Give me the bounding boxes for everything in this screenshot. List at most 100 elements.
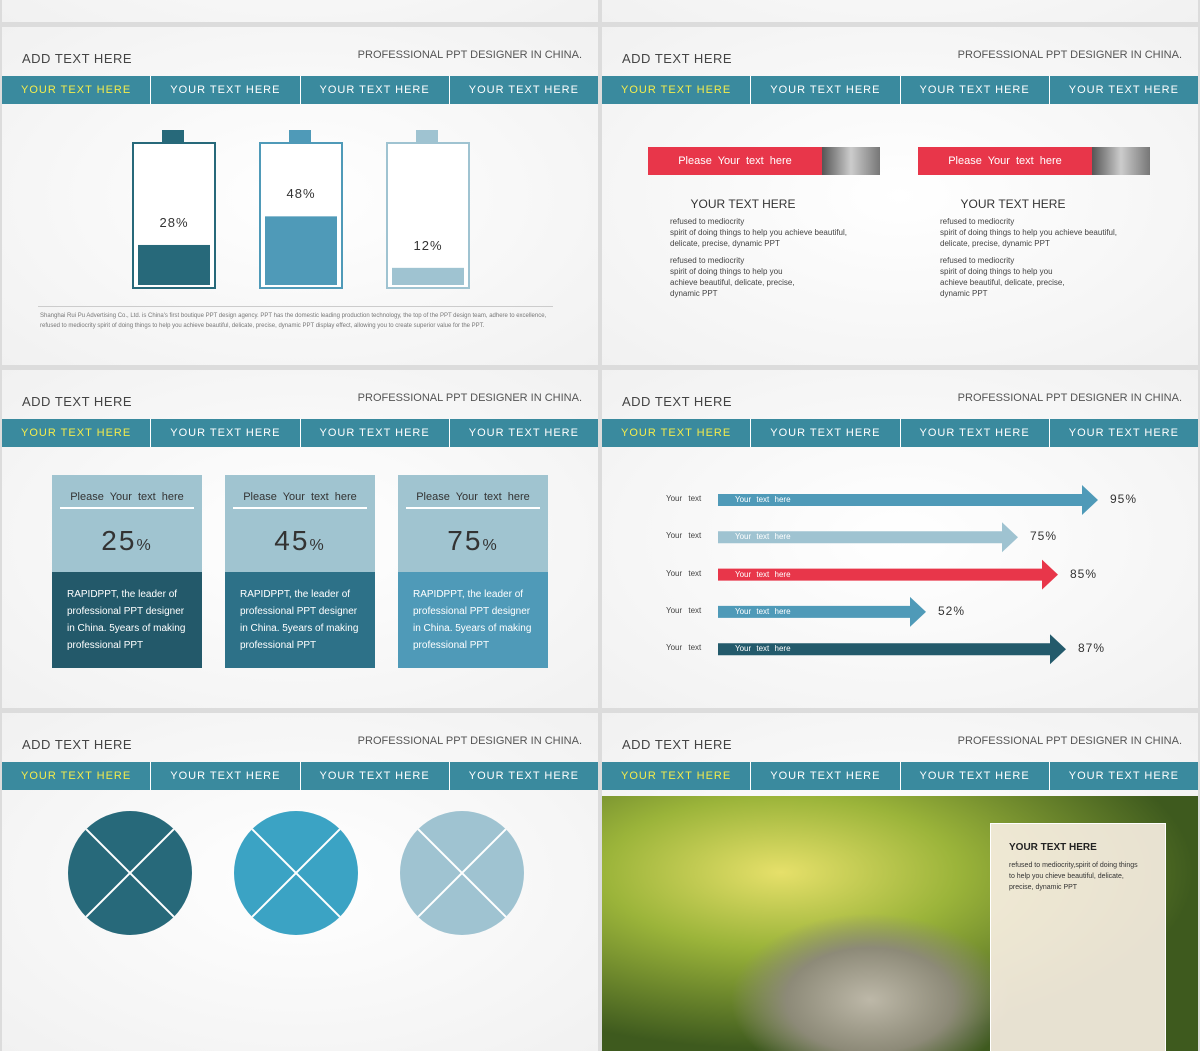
slide-heading: ADD TEXT HERE: [22, 737, 133, 752]
battery-label: 48%: [286, 186, 316, 202]
nav-tab: YOUR TEXT HERE: [1048, 762, 1198, 790]
card-rule: [233, 507, 367, 509]
battery-fill: [138, 244, 210, 285]
slide-partial: [2, 0, 598, 22]
card-rule: [60, 507, 194, 509]
card-unit: %: [482, 537, 499, 554]
column-title: YOUR TEXT HERE: [960, 197, 1066, 211]
battery-cap: [289, 130, 311, 142]
arrow-value: 85%: [1070, 566, 1098, 581]
nav-bar: YOUR TEXT HERE YOUR TEXT HERE YOUR TEXT HE…: [2, 76, 598, 104]
nav-bar: YOUR TEXT HERE YOUR TEXT HERE YOUR TEXT HE…: [2, 419, 598, 447]
footnote: Shanghai Rui Pu Advertising Co., Ltd. is…: [40, 313, 547, 329]
nav-tab: YOUR TEXT HERE: [448, 762, 598, 790]
card-title: Please Your text here: [416, 491, 530, 503]
arrow-inner: Your text here: [735, 644, 791, 654]
nav-tab: YOUR TEXT HERE: [448, 419, 598, 447]
arrow-label: Your text: [666, 531, 702, 541]
photo-card-title: YOUR TEXT HERE: [1009, 842, 1097, 853]
card-body: RAPIDPPT, the leader of professional PPT…: [413, 589, 532, 651]
photo-card-body: refused to mediocrity,spirit of doing th…: [1009, 862, 1138, 891]
card-bottom: RAPIDPPT, the leader of professional PPT…: [52, 572, 202, 668]
card-rule: [406, 507, 540, 509]
nav-tab: YOUR TEXT HERE: [621, 84, 732, 96]
card-top: Please Your text here 75%: [398, 475, 548, 572]
card-value: 25%: [52, 525, 202, 557]
slide: ADD TEXT HERE PROFESSIONAL PPT DESIGNER I…: [602, 713, 1198, 1051]
nav-tab: YOUR TEXT HERE: [21, 770, 132, 782]
card-body: RAPIDPPT, the leader of professional PPT…: [67, 589, 186, 651]
slide-heading: ADD TEXT HERE: [622, 51, 733, 66]
battery-label: 28%: [159, 214, 189, 230]
slide-partial: [602, 0, 1198, 22]
card-value: 75%: [398, 525, 548, 557]
arrow: [718, 596, 926, 627]
nav-tab: YOUR TEXT HERE: [1048, 419, 1198, 447]
arrow: [718, 522, 1018, 553]
battery-body: [386, 142, 470, 289]
nav-tab: YOUR TEXT HERE: [150, 419, 299, 447]
battery-fill: [392, 267, 464, 285]
arrow-value: 52%: [938, 603, 966, 618]
card-bottom: RAPIDPPT, the leader of professional PPT…: [398, 572, 548, 668]
arrow: [718, 559, 1058, 590]
banner: Please Your text here: [648, 147, 822, 175]
column-text: refused to mediocrity spirit of doing th…: [940, 217, 1118, 248]
slide-heading: ADD TEXT HERE: [622, 394, 733, 409]
nav-tab: YOUR TEXT HERE: [1048, 76, 1198, 104]
arrow: [718, 634, 1066, 665]
slide: ADD TEXT HERE PROFESSIONAL PPT DESIGNER I…: [2, 370, 598, 708]
card-number: 25: [101, 525, 137, 556]
arrow-label: Your text: [666, 494, 702, 503]
card-number: 45: [274, 525, 310, 556]
rule: [38, 306, 553, 307]
nav-tab: YOUR TEXT HERE: [299, 76, 449, 104]
card-bottom: RAPIDPPT, the leader of professional PPT…: [225, 572, 375, 668]
card-value: 45%: [225, 525, 375, 557]
slide-tagline: PROFESSIONAL PPT DESIGNER IN CHINA.: [357, 735, 582, 747]
nav-tab: YOUR TEXT HERE: [150, 76, 299, 104]
battery-chart: [132, 130, 470, 289]
nav-tab: YOUR TEXT HERE: [299, 419, 449, 447]
slide: ADD TEXT HERE PROFESSIONAL PPT DESIGNER I…: [602, 27, 1198, 365]
slide-tagline: PROFESSIONAL PPT DESIGNER IN CHINA.: [357, 392, 582, 404]
slide-tagline: PROFESSIONAL PPT DESIGNER IN CHINA.: [957, 392, 1182, 404]
nav-tab: YOUR TEXT HERE: [21, 427, 132, 439]
arrow-chart: [718, 485, 1098, 665]
card-title: Please Your text here: [243, 491, 357, 503]
nav-tab: YOUR TEXT HERE: [750, 419, 899, 447]
nav-bar: YOUR TEXT HERE YOUR TEXT HERE YOUR TEXT HE…: [602, 76, 1198, 104]
arrow-value: 87%: [1078, 641, 1106, 656]
arrow-inner: Your text here: [735, 495, 791, 504]
slide: ADD TEXT HERE PROFESSIONAL PPT DESIGNER I…: [2, 713, 598, 1051]
slide-heading: ADD TEXT HERE: [22, 51, 133, 66]
slide-tagline: PROFESSIONAL PPT DESIGNER IN CHINA.: [357, 49, 582, 61]
arrow-inner: Your text here: [735, 606, 791, 616]
slide: ADD TEXT HERE PROFESSIONAL PPT DESIGNER I…: [2, 27, 598, 365]
arrow-label: Your text: [666, 605, 702, 615]
card-number: 75: [447, 525, 483, 556]
column-text: refused to mediocrity spirit of doing th…: [670, 256, 795, 298]
card-unit: %: [136, 537, 153, 554]
nav-tab: YOUR TEXT HERE: [21, 84, 132, 96]
battery-cap: [162, 130, 184, 142]
nav-tab: YOUR TEXT HERE: [299, 762, 449, 790]
nav-bar: YOUR TEXT HERE YOUR TEXT HERE YOUR TEXT HE…: [2, 762, 598, 790]
slide: ADD TEXT HERE PROFESSIONAL PPT DESIGNER I…: [602, 370, 1198, 708]
card-top: Please Your text here 25%: [52, 475, 202, 572]
card-body: RAPIDPPT, the leader of professional PPT…: [240, 589, 359, 651]
circles: [68, 811, 524, 935]
slide-tagline: PROFESSIONAL PPT DESIGNER IN CHINA.: [957, 735, 1182, 747]
banner: Please Your text here: [918, 147, 1092, 175]
battery-fill: [265, 216, 337, 285]
nav-tab: YOUR TEXT HERE: [899, 419, 1049, 447]
card-top: Please Your text here 45%: [225, 475, 375, 572]
nav-tab: YOUR TEXT HERE: [750, 762, 899, 790]
slide-heading: ADD TEXT HERE: [622, 737, 733, 752]
photo-card: YOUR TEXT HERE refused to mediocrity,spir…: [990, 823, 1166, 1051]
nav-tab: YOUR TEXT HERE: [899, 76, 1049, 104]
arrow-value: 75%: [1030, 529, 1058, 544]
card-title: Please Your text here: [70, 491, 184, 503]
nav-tab: YOUR TEXT HERE: [150, 762, 299, 790]
banner-photo: [822, 147, 880, 175]
